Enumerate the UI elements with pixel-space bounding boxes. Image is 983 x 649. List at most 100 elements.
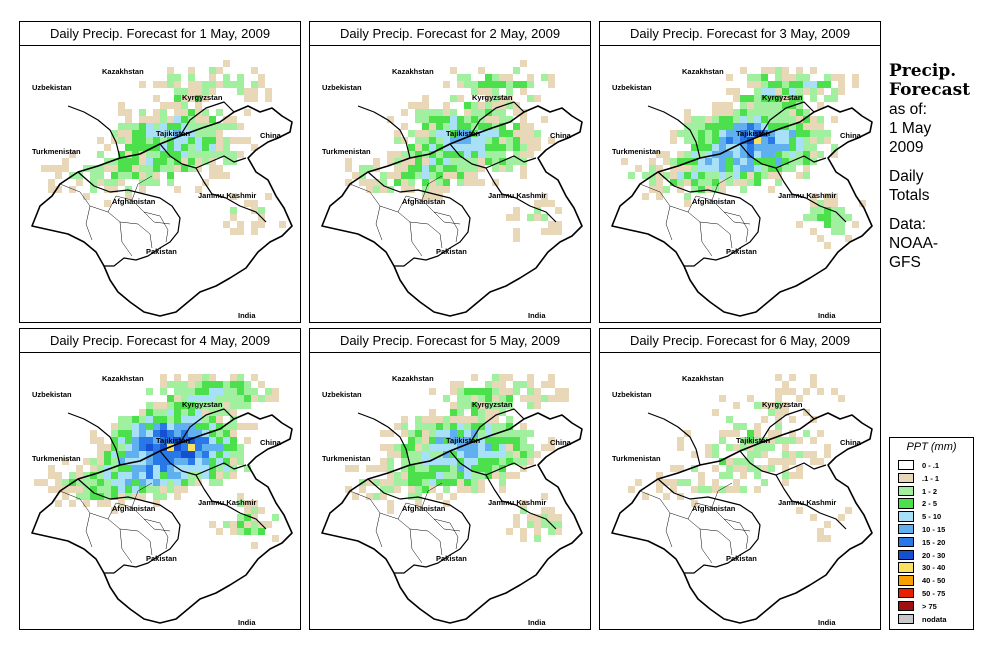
precip-cell [195, 416, 202, 423]
precip-cell [768, 109, 775, 116]
map-label-china: China [840, 131, 862, 140]
precip-cell [195, 458, 202, 465]
precip-cell [97, 179, 104, 186]
precip-cell [663, 479, 670, 486]
precip-cell [146, 158, 153, 165]
precip-cell [345, 179, 352, 186]
precip-cell [492, 451, 499, 458]
precip-cell [230, 423, 237, 430]
precip-cell [768, 123, 775, 130]
precip-cell [195, 437, 202, 444]
precip-cell [69, 500, 76, 507]
precip-cell [513, 130, 520, 137]
precip-cell [422, 193, 429, 200]
precip-cell [471, 416, 478, 423]
province-border [421, 482, 443, 508]
precip-cell [492, 102, 499, 109]
precip-cell [478, 81, 485, 88]
precip-cell [167, 423, 174, 430]
precip-cell [761, 95, 768, 102]
precip-cell [782, 151, 789, 158]
precip-cell [775, 423, 782, 430]
precip-cell [754, 151, 761, 158]
legend-label: 20 - 30 [922, 550, 946, 560]
precip-cell [139, 430, 146, 437]
precip-cell [345, 165, 352, 172]
precip-cell [485, 102, 492, 109]
precip-cell [824, 74, 831, 81]
precip-cell [181, 137, 188, 144]
precip-cell [230, 207, 237, 214]
precip-cell [223, 521, 230, 528]
country-border [195, 474, 267, 530]
precip-cell [548, 514, 555, 521]
precip-cell [125, 444, 132, 451]
precip-cell [237, 81, 244, 88]
precip-cell [492, 81, 499, 88]
precip-cell [209, 395, 216, 402]
precip-cell [62, 479, 69, 486]
precip-cell [464, 458, 471, 465]
precip-cell [485, 444, 492, 451]
precip-cell [464, 172, 471, 179]
precip-cell [139, 444, 146, 451]
precip-cell [90, 458, 97, 465]
precip-cell [534, 521, 541, 528]
precip-cell [471, 395, 478, 402]
precip-cell [118, 102, 125, 109]
precip-cell [548, 507, 555, 514]
precip-cell [251, 542, 258, 549]
precip-cell [726, 472, 733, 479]
country-border [485, 474, 557, 530]
precip-cell [167, 472, 174, 479]
map-canvas: KazakhstanUzbekistanKyrgyzstanTajikistan… [321, 374, 583, 627]
precip-cell [513, 67, 520, 74]
precip-cell [656, 151, 663, 158]
precip-cell [506, 388, 513, 395]
precip-cell [845, 235, 852, 242]
precip-cell [677, 130, 684, 137]
precip-cell [41, 479, 48, 486]
precip-cell [803, 451, 810, 458]
precip-cell [181, 102, 188, 109]
precip-cell [726, 458, 733, 465]
precip-cell [761, 158, 768, 165]
legend-item: nodata [898, 613, 970, 625]
precip-cell [125, 465, 132, 472]
precip-cell [450, 165, 457, 172]
precip-cell [216, 67, 223, 74]
precip-cell [125, 479, 132, 486]
precip-cell [663, 186, 670, 193]
precip-cell [209, 416, 216, 423]
precip-cell [153, 479, 160, 486]
precip-cell [244, 528, 251, 535]
precip-cell [258, 381, 265, 388]
precip-cell [153, 500, 160, 507]
precip-cell [527, 374, 534, 381]
precip-cell [408, 458, 415, 465]
precip-cell [223, 423, 230, 430]
precip-cell [62, 158, 69, 165]
province-border [159, 522, 169, 550]
precip-cell [478, 144, 485, 151]
precip-cell [478, 395, 485, 402]
precip-cell [754, 179, 761, 186]
precip-cell [153, 130, 160, 137]
precip-cell [684, 193, 691, 200]
precip-cell [768, 186, 775, 193]
precip-cell [733, 479, 740, 486]
precip-cell [457, 381, 464, 388]
precip-cell [548, 200, 555, 207]
precip-cell [209, 458, 216, 465]
precip-cell [443, 458, 450, 465]
precip-cell [146, 472, 153, 479]
precip-cell [768, 172, 775, 179]
precip-cell [677, 493, 684, 500]
precip-cell [160, 130, 167, 137]
precip-cell [768, 409, 775, 416]
precip-cell [499, 123, 506, 130]
precip-cell [188, 158, 195, 165]
precip-cell [810, 228, 817, 235]
precip-cell [209, 423, 216, 430]
precip-cell [754, 165, 761, 172]
